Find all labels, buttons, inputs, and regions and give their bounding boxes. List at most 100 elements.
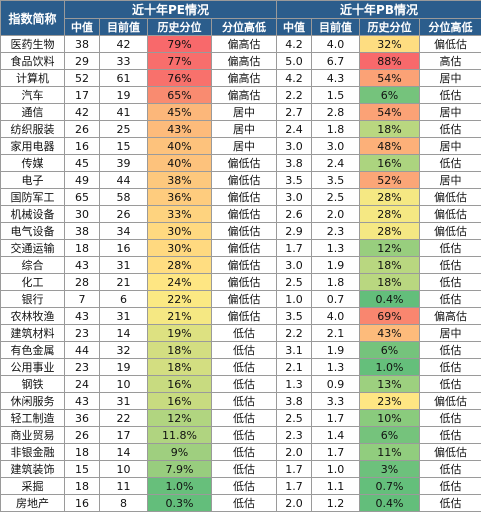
pb-percentile: 0.4% bbox=[360, 291, 420, 308]
pb-percentile: 16% bbox=[360, 155, 420, 172]
pe-median: 15 bbox=[65, 461, 100, 478]
pb-level: 偏低估 bbox=[420, 393, 481, 410]
pb-median: 1.7 bbox=[277, 240, 312, 257]
pe-median: 44 bbox=[65, 342, 100, 359]
header-pb-group: 近十年PB情况 bbox=[277, 1, 481, 19]
pe-percentile: 33% bbox=[148, 206, 212, 223]
pe-median: 17 bbox=[65, 87, 100, 104]
pb-level: 居中 bbox=[420, 104, 481, 121]
pb-level: 低估 bbox=[420, 121, 481, 138]
pb-level: 低估 bbox=[420, 410, 481, 427]
pb-median: 1.7 bbox=[277, 461, 312, 478]
row-name: 化工 bbox=[1, 274, 65, 291]
pb-percentile: 6% bbox=[360, 342, 420, 359]
pb-percentile: 48% bbox=[360, 138, 420, 155]
pe-current: 14 bbox=[100, 325, 148, 342]
pb-percentile: 28% bbox=[360, 206, 420, 223]
pe-percentile: 24% bbox=[148, 274, 212, 291]
header-pe-group: 近十年PE情况 bbox=[65, 1, 277, 19]
pb-percentile: 23% bbox=[360, 393, 420, 410]
pe-median: 23 bbox=[65, 359, 100, 376]
pb-current: 1.3 bbox=[312, 240, 360, 257]
pe-median: 7 bbox=[65, 291, 100, 308]
pb-median: 3.8 bbox=[277, 393, 312, 410]
pe-current: 15 bbox=[100, 138, 148, 155]
pe-level: 居中 bbox=[212, 138, 277, 155]
pe-percentile: 79% bbox=[148, 36, 212, 53]
pe-median: 26 bbox=[65, 121, 100, 138]
pb-median: 5.0 bbox=[277, 53, 312, 70]
pe-percentile: 76% bbox=[148, 70, 212, 87]
row-name: 银行 bbox=[1, 291, 65, 308]
pb-level: 偏低估 bbox=[420, 223, 481, 240]
pe-percentile: 12% bbox=[148, 410, 212, 427]
pe-level: 偏低估 bbox=[212, 155, 277, 172]
pb-level: 偏低估 bbox=[420, 206, 481, 223]
pe-level: 低估 bbox=[212, 495, 277, 512]
row-name: 传媒 bbox=[1, 155, 65, 172]
header-pb-median: 中值 bbox=[277, 19, 312, 36]
pb-level: 低估 bbox=[420, 427, 481, 444]
pb-median: 3.0 bbox=[277, 138, 312, 155]
pb-current: 1.7 bbox=[312, 410, 360, 427]
row-name: 纺织服装 bbox=[1, 121, 65, 138]
pb-level: 低估 bbox=[420, 478, 481, 495]
pb-median: 3.5 bbox=[277, 308, 312, 325]
row-name: 汽车 bbox=[1, 87, 65, 104]
pb-current: 1.0 bbox=[312, 461, 360, 478]
pb-median: 1.3 bbox=[277, 376, 312, 393]
pb-median: 3.5 bbox=[277, 172, 312, 189]
pb-current: 1.3 bbox=[312, 359, 360, 376]
pb-percentile: 0.4% bbox=[360, 495, 420, 512]
pe-median: 23 bbox=[65, 325, 100, 342]
pe-current: 8 bbox=[100, 495, 148, 512]
pe-median: 18 bbox=[65, 478, 100, 495]
pe-percentile: 28% bbox=[148, 257, 212, 274]
pb-current: 1.4 bbox=[312, 427, 360, 444]
pb-current: 2.1 bbox=[312, 325, 360, 342]
pb-median: 2.9 bbox=[277, 223, 312, 240]
row-name: 钢铁 bbox=[1, 376, 65, 393]
pb-median: 2.0 bbox=[277, 495, 312, 512]
pe-current: 6 bbox=[100, 291, 148, 308]
pe-median: 43 bbox=[65, 257, 100, 274]
pe-median: 42 bbox=[65, 104, 100, 121]
pb-percentile: 3% bbox=[360, 461, 420, 478]
header-pe-level: 分位高低 bbox=[212, 19, 277, 36]
pe-percentile: 16% bbox=[148, 376, 212, 393]
pb-median: 2.7 bbox=[277, 104, 312, 121]
pe-level: 偏低估 bbox=[212, 172, 277, 189]
pe-current: 10 bbox=[100, 461, 148, 478]
pb-percentile: 54% bbox=[360, 104, 420, 121]
pb-percentile: 52% bbox=[360, 172, 420, 189]
header-pb-percentile: 历史分位 bbox=[360, 19, 420, 36]
pb-median: 2.2 bbox=[277, 87, 312, 104]
pe-level: 低估 bbox=[212, 461, 277, 478]
pb-median: 4.2 bbox=[277, 36, 312, 53]
pe-current: 22 bbox=[100, 410, 148, 427]
pe-level: 偏低估 bbox=[212, 274, 277, 291]
pb-median: 3.8 bbox=[277, 155, 312, 172]
pb-median: 4.2 bbox=[277, 70, 312, 87]
row-name: 建筑材料 bbox=[1, 325, 65, 342]
pb-level: 居中 bbox=[420, 172, 481, 189]
pe-current: 41 bbox=[100, 104, 148, 121]
pe-median: 49 bbox=[65, 172, 100, 189]
pb-level: 低估 bbox=[420, 240, 481, 257]
pe-current: 17 bbox=[100, 427, 148, 444]
pe-percentile: 22% bbox=[148, 291, 212, 308]
row-name: 采掘 bbox=[1, 478, 65, 495]
pb-percentile: 6% bbox=[360, 87, 420, 104]
pb-level: 低估 bbox=[420, 274, 481, 291]
pe-percentile: 21% bbox=[148, 308, 212, 325]
row-name: 电气设备 bbox=[1, 223, 65, 240]
row-name: 食品饮料 bbox=[1, 53, 65, 70]
